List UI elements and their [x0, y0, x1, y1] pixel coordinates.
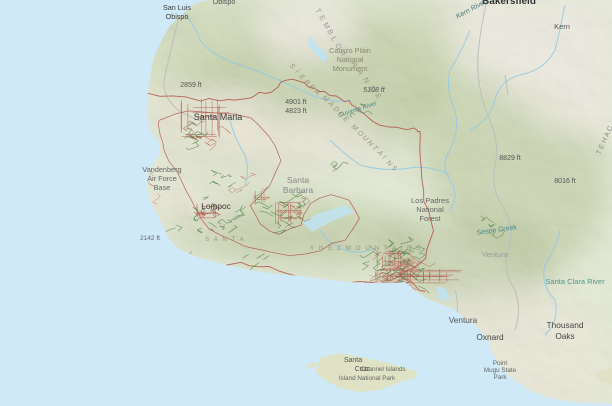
svg-text:Park: Park [494, 374, 508, 381]
svg-text:Ventura: Ventura [482, 250, 509, 259]
svg-text:8016 ft: 8016 ft [554, 178, 575, 185]
svg-text:Mugu State: Mugu State [484, 367, 517, 374]
svg-text:Kern: Kern [554, 22, 570, 31]
svg-text:4901 ft: 4901 ft [285, 99, 306, 106]
svg-text:Ventura: Ventura [449, 315, 478, 325]
svg-text:Y N E Z M O U N T A I N S: Y N E Z M O U N T A I N S [310, 245, 422, 252]
svg-text:Bakersfield: Bakersfield [482, 0, 536, 7]
svg-text:Lompoc: Lompoc [201, 201, 231, 211]
svg-text:National: National [416, 205, 444, 214]
svg-text:8829 ft: 8829 ft [499, 155, 520, 162]
svg-text:Channel Islands: Channel Islands [360, 366, 405, 373]
svg-text:Santa Maria: Santa Maria [194, 112, 243, 122]
svg-text:Oaks: Oaks [555, 331, 574, 341]
svg-text:Thousand: Thousand [547, 320, 584, 330]
svg-text:Point: Point [493, 360, 508, 367]
svg-text:Vandenberg: Vandenberg [142, 165, 181, 174]
svg-text:Obispo: Obispo [166, 12, 189, 21]
svg-text:2859 ft: 2859 ft [180, 82, 201, 89]
svg-text:4823 ft: 4823 ft [285, 108, 306, 115]
svg-text:Obispo: Obispo [213, 0, 236, 6]
svg-text:Island National Park: Island National Park [339, 375, 396, 382]
svg-text:Base: Base [154, 183, 171, 192]
svg-text:Oxnard: Oxnard [476, 332, 504, 342]
svg-text:S A N T A: S A N T A [205, 236, 245, 243]
svg-text:2142 ft: 2142 ft [140, 235, 160, 242]
svg-text:Air Force: Air Force [147, 174, 177, 183]
svg-text:Santa: Santa [287, 175, 309, 185]
svg-text:Los Padres: Los Padres [411, 196, 449, 205]
svg-text:San Luis: San Luis [163, 3, 191, 12]
svg-text:Santa: Santa [344, 357, 362, 364]
svg-text:Forest: Forest [419, 214, 441, 223]
svg-text:Santa Clara River: Santa Clara River [545, 277, 605, 286]
svg-text:Barbara: Barbara [283, 185, 314, 195]
